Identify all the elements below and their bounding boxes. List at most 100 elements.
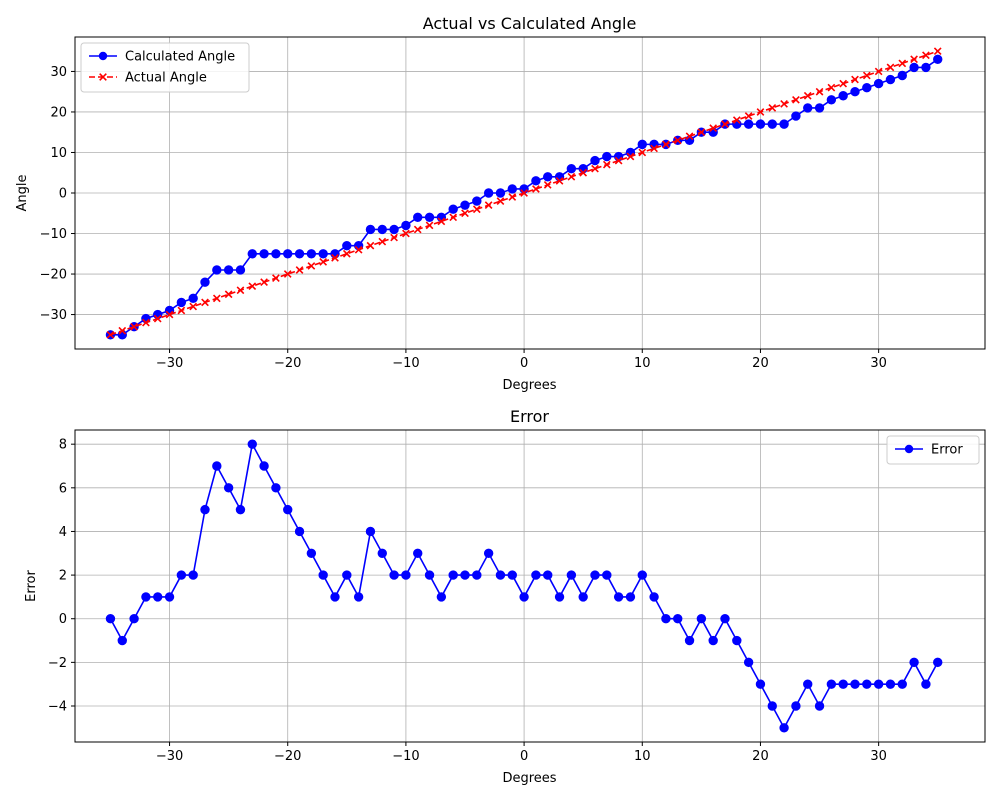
chart-title: Error (510, 407, 549, 426)
data-point (732, 116, 741, 124)
data-point (223, 265, 234, 275)
data-point (910, 55, 918, 64)
data-point (484, 201, 493, 210)
data-point (153, 592, 163, 602)
data-point (874, 67, 883, 76)
data-point (613, 592, 624, 602)
data-point (732, 635, 742, 646)
data-point (365, 224, 376, 235)
y-tick-label: −4 (48, 700, 67, 715)
data-point (897, 70, 907, 81)
data-point (921, 62, 931, 73)
data-point (779, 723, 789, 733)
data-point (118, 326, 127, 335)
y-tick-label: 0 (59, 187, 67, 202)
data-point (743, 657, 754, 668)
data-point (483, 548, 494, 558)
y-tick-label: −20 (40, 268, 67, 283)
x-tick-label: −20 (274, 749, 301, 764)
data-point (283, 249, 293, 259)
x-tick-label: 30 (870, 749, 887, 764)
data-point (141, 592, 151, 602)
y-tick-label: 2 (59, 569, 67, 584)
data-point (212, 294, 221, 303)
data-point (839, 79, 848, 88)
data-point (366, 241, 375, 250)
data-point (543, 172, 553, 182)
data-point (803, 679, 813, 689)
legend-marker (99, 73, 107, 81)
data-point (826, 679, 837, 689)
y-axis-label: Error (24, 570, 39, 602)
x-tick-label: 0 (520, 356, 528, 371)
plot-frame (74, 429, 986, 743)
data-point (743, 119, 754, 129)
data-point (283, 504, 293, 515)
data-point (567, 172, 576, 181)
data-point (201, 298, 209, 307)
data-point (779, 119, 789, 129)
data-point (873, 78, 884, 89)
x-tick-label: 20 (752, 356, 769, 371)
data-point (851, 75, 859, 84)
data-point (673, 136, 682, 145)
y-tick-label: 6 (59, 481, 67, 496)
data-point (165, 310, 174, 319)
legend-marker (904, 444, 914, 454)
data-point (306, 249, 317, 259)
data-point (177, 306, 186, 315)
data-point (472, 205, 481, 214)
y-tick-label: −2 (48, 656, 67, 671)
data-point (744, 112, 753, 120)
data-point (921, 679, 931, 689)
chart-title: Actual vs Calculated Angle (423, 14, 637, 33)
data-point (543, 181, 552, 189)
x-tick-label: −10 (392, 749, 419, 764)
data-point (721, 120, 729, 128)
x-tick-label: −30 (156, 749, 183, 764)
data-point (602, 151, 612, 162)
data-point (614, 156, 623, 165)
data-point (673, 614, 683, 624)
data-point (413, 212, 423, 223)
series-calculated-angle (105, 54, 943, 340)
data-point (873, 679, 884, 689)
chart-angle: Actual vs Calculated Angle Degrees Angle… (15, 14, 986, 393)
data-point (638, 148, 647, 157)
data-point (425, 221, 434, 230)
x-tick-label: 20 (752, 749, 769, 764)
data-point (248, 282, 257, 291)
data-point (271, 249, 281, 259)
data-point (803, 91, 812, 100)
data-point (342, 570, 352, 580)
data-point (342, 240, 352, 251)
data-point (566, 570, 577, 580)
legend: Calculated Angle Actual Angle (80, 42, 250, 93)
data-point (401, 570, 411, 580)
data-point (413, 548, 423, 558)
data-point (590, 570, 600, 580)
data-point (791, 111, 801, 121)
data-point (507, 570, 517, 580)
grid (75, 430, 985, 742)
data-point (826, 95, 837, 105)
data-point (448, 570, 458, 580)
data-point (768, 104, 777, 112)
data-point (424, 570, 435, 580)
data-point (318, 249, 328, 259)
data-point (436, 592, 447, 602)
data-point (661, 614, 671, 624)
data-point (236, 286, 245, 295)
data-point (460, 570, 470, 580)
data-point (696, 614, 707, 624)
data-point (792, 95, 800, 104)
x-tick-label: −20 (274, 356, 301, 371)
data-point (755, 679, 766, 689)
data-point (709, 124, 718, 133)
data-point (342, 249, 351, 258)
data-point (377, 548, 387, 558)
data-point (223, 483, 234, 493)
data-point (590, 155, 600, 166)
data-point (460, 200, 470, 210)
data-point (554, 592, 565, 602)
